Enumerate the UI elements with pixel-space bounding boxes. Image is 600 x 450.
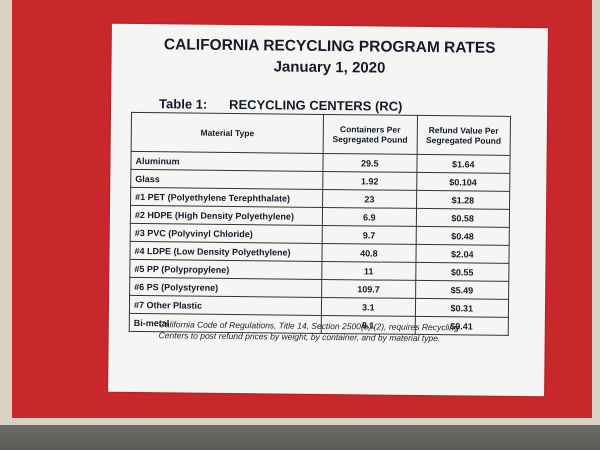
- column-header: Material Type: [131, 112, 324, 154]
- date: January 1, 2020: [273, 58, 386, 77]
- value-cell: 29.5: [323, 153, 417, 173]
- value-cell: $0.48: [415, 226, 510, 246]
- value-cell: $1.28: [416, 190, 510, 210]
- value-cell: 6.9: [322, 207, 417, 227]
- value-cell: 109.7: [321, 279, 416, 299]
- value-cell: $0.104: [416, 172, 510, 192]
- table-head: Material Type Containers Per Segregated P…: [131, 112, 511, 156]
- material-cell: #6 PS (Polystyrene): [129, 277, 322, 298]
- material-cell: #7 Other Plastic: [129, 295, 322, 316]
- material-cell: Glass: [130, 169, 324, 190]
- value-cell: $0.55: [415, 262, 509, 282]
- material-cell: #1 PET (Polyethylene Terephthalate): [130, 187, 323, 208]
- value-cell: 1.92: [322, 171, 417, 191]
- value-cell: $1.64: [416, 154, 511, 174]
- value-cell: 3.1: [321, 297, 416, 317]
- material-cell: Aluminum: [130, 151, 324, 172]
- material-cell: #2 HDPE (High Density Polyethylene): [130, 205, 323, 226]
- table-label: Table 1:: [159, 96, 208, 112]
- value-cell: $5.49: [415, 280, 509, 300]
- value-cell: 11: [321, 261, 416, 281]
- table-caption: RECYCLING CENTERS (RC): [229, 96, 403, 114]
- value-cell: $2.04: [415, 244, 510, 264]
- value-cell: $0.58: [415, 208, 510, 228]
- footnote: California Code of Regulations, Title 14…: [158, 319, 459, 344]
- sign: CALIFORNIA RECYCLING PROGRAM RATES Janua…: [108, 23, 548, 397]
- material-cell: #4 LDPE (Low Density Polyethylene): [129, 241, 323, 262]
- material-cell: #3 PVC (Polyvinyl Chloride): [130, 223, 323, 244]
- value-cell: 40.8: [322, 243, 416, 263]
- title: CALIFORNIA RECYCLING PROGRAM RATES: [163, 36, 496, 57]
- column-header: Containers Per Segregated Pound: [323, 114, 418, 155]
- value-cell: 9.7: [322, 225, 416, 245]
- table-body: Aluminum 29.5 $1.64 Glass 1.92 $0.104 #1 PET (…: [129, 151, 511, 336]
- column-header: Refund Value Per Segregated Pound: [416, 115, 511, 156]
- material-cell: #5 PP (Polypropylene): [129, 259, 323, 280]
- value-cell: $0.31: [414, 298, 509, 318]
- header-row: Material Type Containers Per Segregated P…: [131, 112, 511, 156]
- rates-table: Material Type Containers Per Segregated P…: [129, 112, 511, 336]
- value-cell: 23: [322, 189, 417, 209]
